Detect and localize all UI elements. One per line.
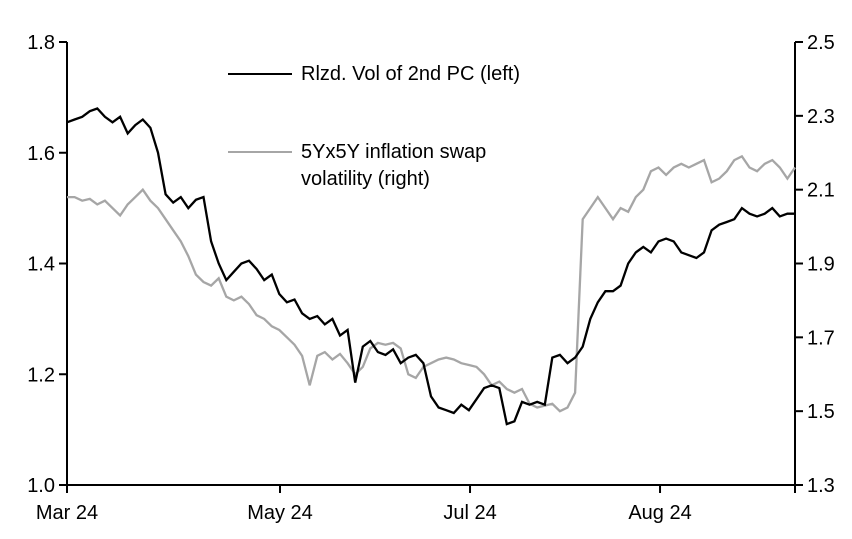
black-line-swatch [228,73,292,75]
series-line-inflation-swap [67,154,796,413]
x-axis-tick-label: Aug 24 [628,502,691,524]
left-axis-tick-label: 1.6 [27,143,55,165]
right-axis-tick-label: 1.7 [807,327,835,349]
axis-tick-labels: 1.8 1.6 1.4 1.2 1.0 2.5 2.3 2.1 1.9 1.7 1.5 1.3 Mar … [27,32,835,524]
legend-label-realized-vol: Rlzd. Vol of 2nd PC (left) [301,63,520,85]
x-axis-tick-label: Mar 24 [36,502,98,524]
right-axis-tick-label: 1.5 [807,401,835,423]
left-axis-tick-label: 1.2 [27,364,55,386]
right-axis-tick-label: 1.9 [807,254,835,276]
axes [59,41,803,493]
series-line-rlzd-vol [66,107,795,426]
left-axis-tick-label: 1.4 [27,254,55,276]
right-axis-tick-label: 1.3 [807,475,835,497]
left-axis-tick-label: 1.8 [27,32,55,54]
legend-item-inflation-swap: 5Yx5Y inflation swap volatility (right) [228,139,486,193]
right-axis-tick-label: 2.1 [807,180,835,202]
gray-line-swatch [228,151,292,153]
x-axis-tick-label: Jul 24 [443,502,496,524]
legend-label-inflation-swap: 5Yx5Y inflation swap volatility (right) [301,141,487,190]
left-axis-tick-label: 1.0 [27,475,55,497]
right-axis-tick-label: 2.3 [807,106,835,128]
right-axis-tick-label: 2.5 [807,32,835,54]
legend-item-realized-vol: Rlzd. Vol of 2nd PC (left) [228,61,520,88]
x-axis-tick-label: May 24 [247,502,313,524]
